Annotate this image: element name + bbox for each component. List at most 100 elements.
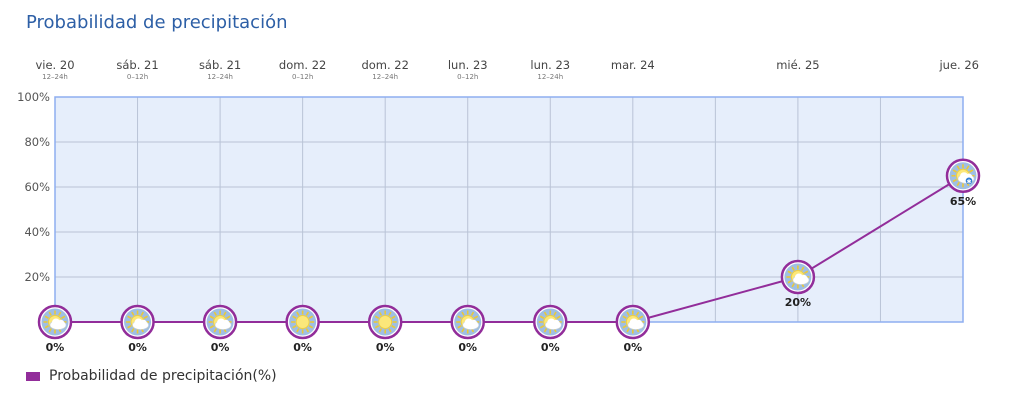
data-label: 0% [541, 341, 560, 354]
cloud-puff [794, 273, 803, 282]
x-tick-label: mié. 25 [776, 58, 819, 72]
y-tick-label: 80% [24, 135, 50, 149]
sun-ray [626, 311, 630, 316]
x-tick-sublabel: 12–24h [42, 73, 68, 81]
legend-label: Probabilidad de precipitación(%) [49, 368, 277, 384]
sun-ray [226, 315, 231, 319]
x-tick-sublabel: 0–12h [292, 73, 313, 81]
sun-ray [952, 178, 957, 183]
sun-ray [461, 328, 465, 333]
data-point-marker [615, 304, 651, 340]
sun-ray [457, 325, 462, 329]
cloud-puff [547, 318, 556, 327]
x-tick-label: dom. 22 [279, 58, 326, 72]
cloud-puff [635, 319, 643, 327]
sun-ray [308, 325, 313, 329]
sun-ray [966, 165, 970, 170]
sun-ray [209, 315, 214, 319]
x-tick-label: lun. 23 [530, 58, 570, 72]
cloud-puff [960, 172, 968, 181]
sun-ray [48, 328, 52, 333]
sun-ray [131, 311, 135, 316]
y-tick-label: 60% [24, 180, 50, 194]
sun-ray [635, 311, 640, 316]
y-tick-label: 20% [24, 270, 50, 284]
series-line [55, 174, 964, 323]
sun-ray [296, 311, 300, 316]
data-label: 0% [623, 341, 642, 354]
sun-ray [791, 266, 795, 271]
sun-ray [305, 311, 310, 316]
sun-ray [543, 311, 548, 316]
sun-ray [622, 315, 627, 319]
snowflake-icon [965, 177, 973, 185]
sun-ray [539, 315, 545, 319]
sun-ray [553, 311, 557, 316]
cloud-puff [140, 319, 147, 327]
legend: Probabilidad de precipitación(%) [26, 368, 277, 384]
sun-ray [292, 315, 297, 319]
legend-swatch [26, 371, 40, 381]
sun-ray [58, 311, 62, 316]
x-tick-label: dom. 22 [361, 58, 408, 72]
sun-ray [473, 315, 479, 319]
sun-icon [378, 315, 393, 329]
cloud-puff [464, 318, 473, 327]
sun-ray [457, 315, 462, 319]
data-label: 20% [785, 296, 811, 309]
sun-ray [143, 315, 148, 319]
x-tick-label: sáb. 21 [116, 58, 158, 72]
sun-ray [388, 311, 392, 316]
data-label: 0% [46, 341, 65, 354]
data-point-marker [120, 304, 155, 340]
cloud-puff [470, 319, 477, 327]
sun-icon [295, 315, 310, 329]
sun-ray [638, 315, 644, 319]
sun-ray [296, 328, 300, 333]
sun-ray [626, 328, 630, 333]
sun-ray [470, 311, 475, 316]
cloud-puff [553, 319, 560, 327]
x-tick-label: lun. 23 [448, 58, 488, 72]
sun-ray [543, 328, 548, 333]
sun-ray [622, 325, 627, 329]
sun-ray [131, 328, 135, 333]
sun-ray [213, 328, 218, 333]
data-point-marker [533, 304, 568, 340]
sun-ray [952, 169, 957, 173]
data-label: 0% [211, 341, 230, 354]
sun-ray [461, 311, 465, 316]
x-tick-label: jue. 26 [938, 58, 979, 72]
cloud-puff [52, 318, 60, 327]
data-point-marker [285, 304, 320, 340]
sun-ray [956, 181, 960, 187]
sun-ray [556, 315, 561, 319]
x-tick-sublabel: 0–12h [457, 73, 478, 81]
cloud-puff [629, 318, 638, 327]
snowflake-glyph: ✱ [966, 178, 971, 185]
y-tick-label: 40% [24, 225, 50, 239]
sun-ray [44, 325, 49, 329]
cloud-puff [217, 318, 226, 327]
sun-ray [539, 325, 545, 329]
sun-ray [800, 266, 805, 271]
sun-ray [374, 325, 380, 329]
sun-ray [391, 325, 396, 329]
sun-ray [787, 280, 792, 284]
sun-ray [378, 328, 383, 333]
sun-ray [791, 283, 795, 288]
sun-ray [292, 325, 297, 329]
sun-ray [391, 315, 396, 319]
data-label: 0% [128, 341, 147, 354]
x-tick-label: vie. 20 [35, 58, 74, 72]
sun-ray [61, 315, 66, 319]
sun-ray [305, 328, 310, 333]
x-tick-sublabel: 0–12h [127, 73, 148, 81]
sun-ray [378, 311, 383, 316]
sun-ray [388, 328, 392, 333]
data-label: 0% [376, 341, 395, 354]
chart-title: Probabilidad de precipitación [26, 12, 288, 33]
data-point-marker [37, 304, 73, 340]
sun-ray [213, 311, 218, 316]
